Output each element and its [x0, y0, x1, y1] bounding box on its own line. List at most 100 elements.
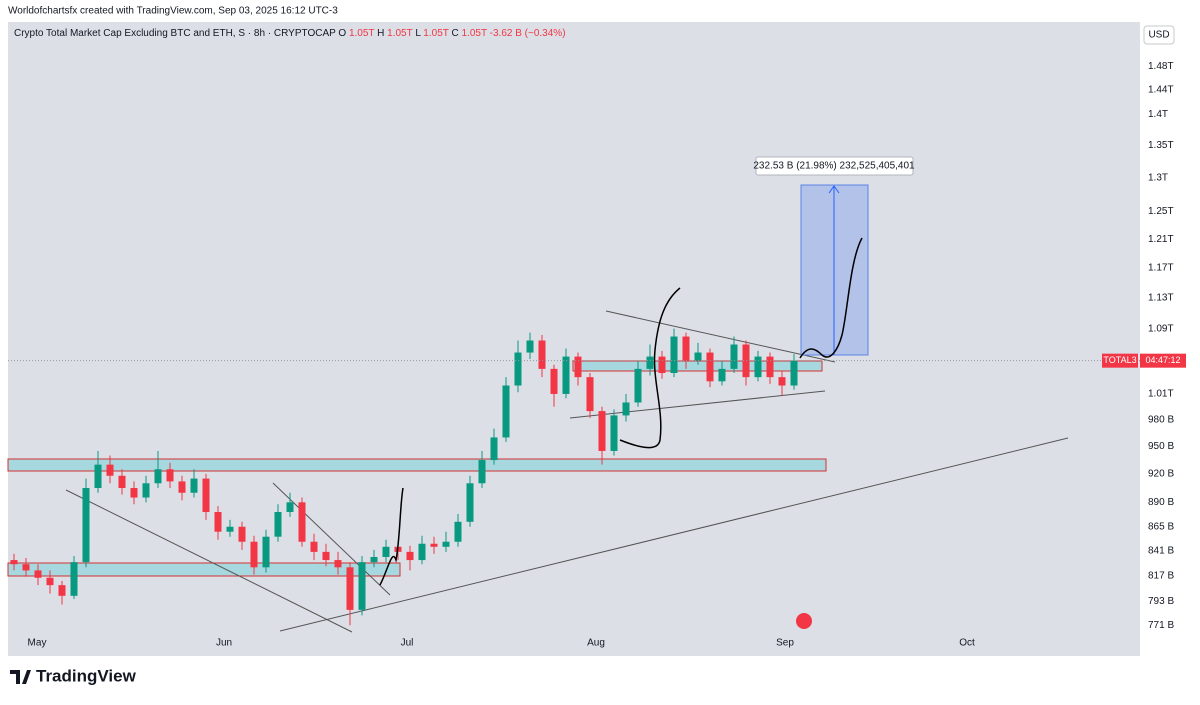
- freehand-stroke: [379, 487, 404, 586]
- candle-body: [214, 512, 222, 532]
- legend-key: O: [338, 28, 346, 39]
- price-label-box: [1102, 353, 1138, 368]
- x-tick-label: Jul: [401, 638, 414, 649]
- candle-body: [586, 377, 594, 412]
- candle-body: [382, 546, 390, 557]
- candle-body: [178, 481, 186, 493]
- symbol-label: TOTAL3: [1103, 355, 1136, 365]
- candle-body: [634, 368, 642, 403]
- y-tick-label: 1.01T: [1148, 389, 1174, 400]
- legend-value: 1.05T: [349, 28, 374, 39]
- candle-body: [46, 577, 54, 586]
- y-tick-label: 793 B: [1148, 596, 1174, 607]
- candle-body: [622, 402, 630, 416]
- freehand-stroke: [619, 287, 681, 449]
- y-tick-label: 1.21T: [1148, 234, 1174, 245]
- candle-body: [22, 564, 30, 571]
- candle-body: [574, 356, 582, 378]
- candle-body: [274, 512, 282, 537]
- candle-body: [94, 464, 102, 489]
- candle-body: [766, 356, 774, 378]
- y-tick-label: 1.3T: [1148, 172, 1168, 183]
- candle-body: [142, 483, 150, 498]
- candle-body: [166, 469, 174, 482]
- candle-body: [106, 464, 114, 476]
- freehand-stroke: [799, 237, 863, 359]
- countdown: 04:47:12: [1145, 355, 1180, 365]
- candle-body: [322, 551, 330, 561]
- candle-body: [550, 368, 558, 394]
- candle-body: [82, 488, 90, 563]
- logo: TradingView: [10, 666, 137, 685]
- candle-body: [226, 526, 234, 532]
- brand: TradingView: [36, 666, 137, 685]
- candle-body: [346, 567, 354, 610]
- measure-label: 232.53 B (21.98%) 232,525,405,401: [753, 161, 915, 172]
- candle-body: [454, 521, 462, 542]
- legend-key: L: [415, 28, 421, 39]
- candle-body: [730, 344, 738, 369]
- candle-body: [682, 336, 690, 361]
- trendline: [279, 437, 1069, 632]
- candle-body: [358, 562, 366, 610]
- candle-body: [70, 562, 78, 596]
- currency-button[interactable]: [1143, 25, 1175, 45]
- y-tick-label: 841 B: [1148, 545, 1174, 556]
- measure-arrow-head: [828, 185, 840, 194]
- drawings: [7, 184, 1069, 633]
- y-tick-label: 950 B: [1148, 441, 1174, 452]
- candle-body: [310, 541, 318, 552]
- legend-key: C: [451, 28, 458, 39]
- plot-background: [8, 22, 1140, 632]
- logo-icon: [10, 670, 31, 684]
- candle-body: [754, 356, 762, 378]
- candle-body: [262, 536, 270, 568]
- currency[interactable]: USD: [1148, 30, 1169, 41]
- candle-body: [610, 415, 618, 451]
- countdown-box: [1140, 353, 1186, 368]
- y-tick-label: 1.25T: [1148, 206, 1174, 217]
- header: Worldofchartsfx created with TradingView…: [8, 6, 338, 17]
- candle-body: [718, 368, 726, 382]
- candle-body: [646, 356, 654, 369]
- candle-body: [370, 556, 378, 563]
- candle-body: [406, 551, 414, 561]
- zone: [7, 562, 401, 577]
- candle-body: [466, 483, 474, 522]
- candle-body: [658, 356, 666, 373]
- freehand: [379, 237, 863, 586]
- legend-key: H: [377, 28, 384, 39]
- candle-body: [10, 560, 18, 565]
- trendline: [605, 310, 836, 363]
- candle-body: [250, 541, 258, 568]
- zone: [7, 458, 827, 472]
- y-tick-label: 1.48T: [1148, 61, 1174, 72]
- candle-body: [502, 385, 510, 438]
- candle-body: [478, 460, 486, 484]
- y-tick-label: 1.17T: [1148, 263, 1174, 274]
- candle-body: [154, 469, 162, 484]
- legend-value: 1.05T: [423, 28, 448, 39]
- candle-body: [694, 352, 702, 361]
- y-tick-label: 817 B: [1148, 570, 1174, 581]
- candle-body: [442, 541, 450, 547]
- y-tick-label: 890 B: [1148, 497, 1174, 508]
- event-marker: [796, 613, 812, 629]
- legend-change: -3.62 B (−0.34%): [490, 28, 566, 39]
- candle-body: [490, 437, 498, 461]
- time-axis: [8, 632, 1140, 656]
- trendline: [272, 482, 391, 596]
- candle-body: [238, 526, 246, 542]
- candle-body: [418, 543, 426, 561]
- x-tick-label: May: [28, 638, 47, 649]
- candle-body: [298, 502, 306, 542]
- candle-body: [202, 478, 210, 513]
- legend: Crypto Total Market Cap Excluding BTC an…: [14, 28, 566, 39]
- candle-body: [598, 411, 606, 451]
- x-tick-label: Jun: [216, 638, 232, 649]
- candles: [10, 328, 798, 626]
- candle-body: [778, 377, 786, 386]
- candle-body: [562, 356, 570, 394]
- candle-body: [130, 488, 138, 498]
